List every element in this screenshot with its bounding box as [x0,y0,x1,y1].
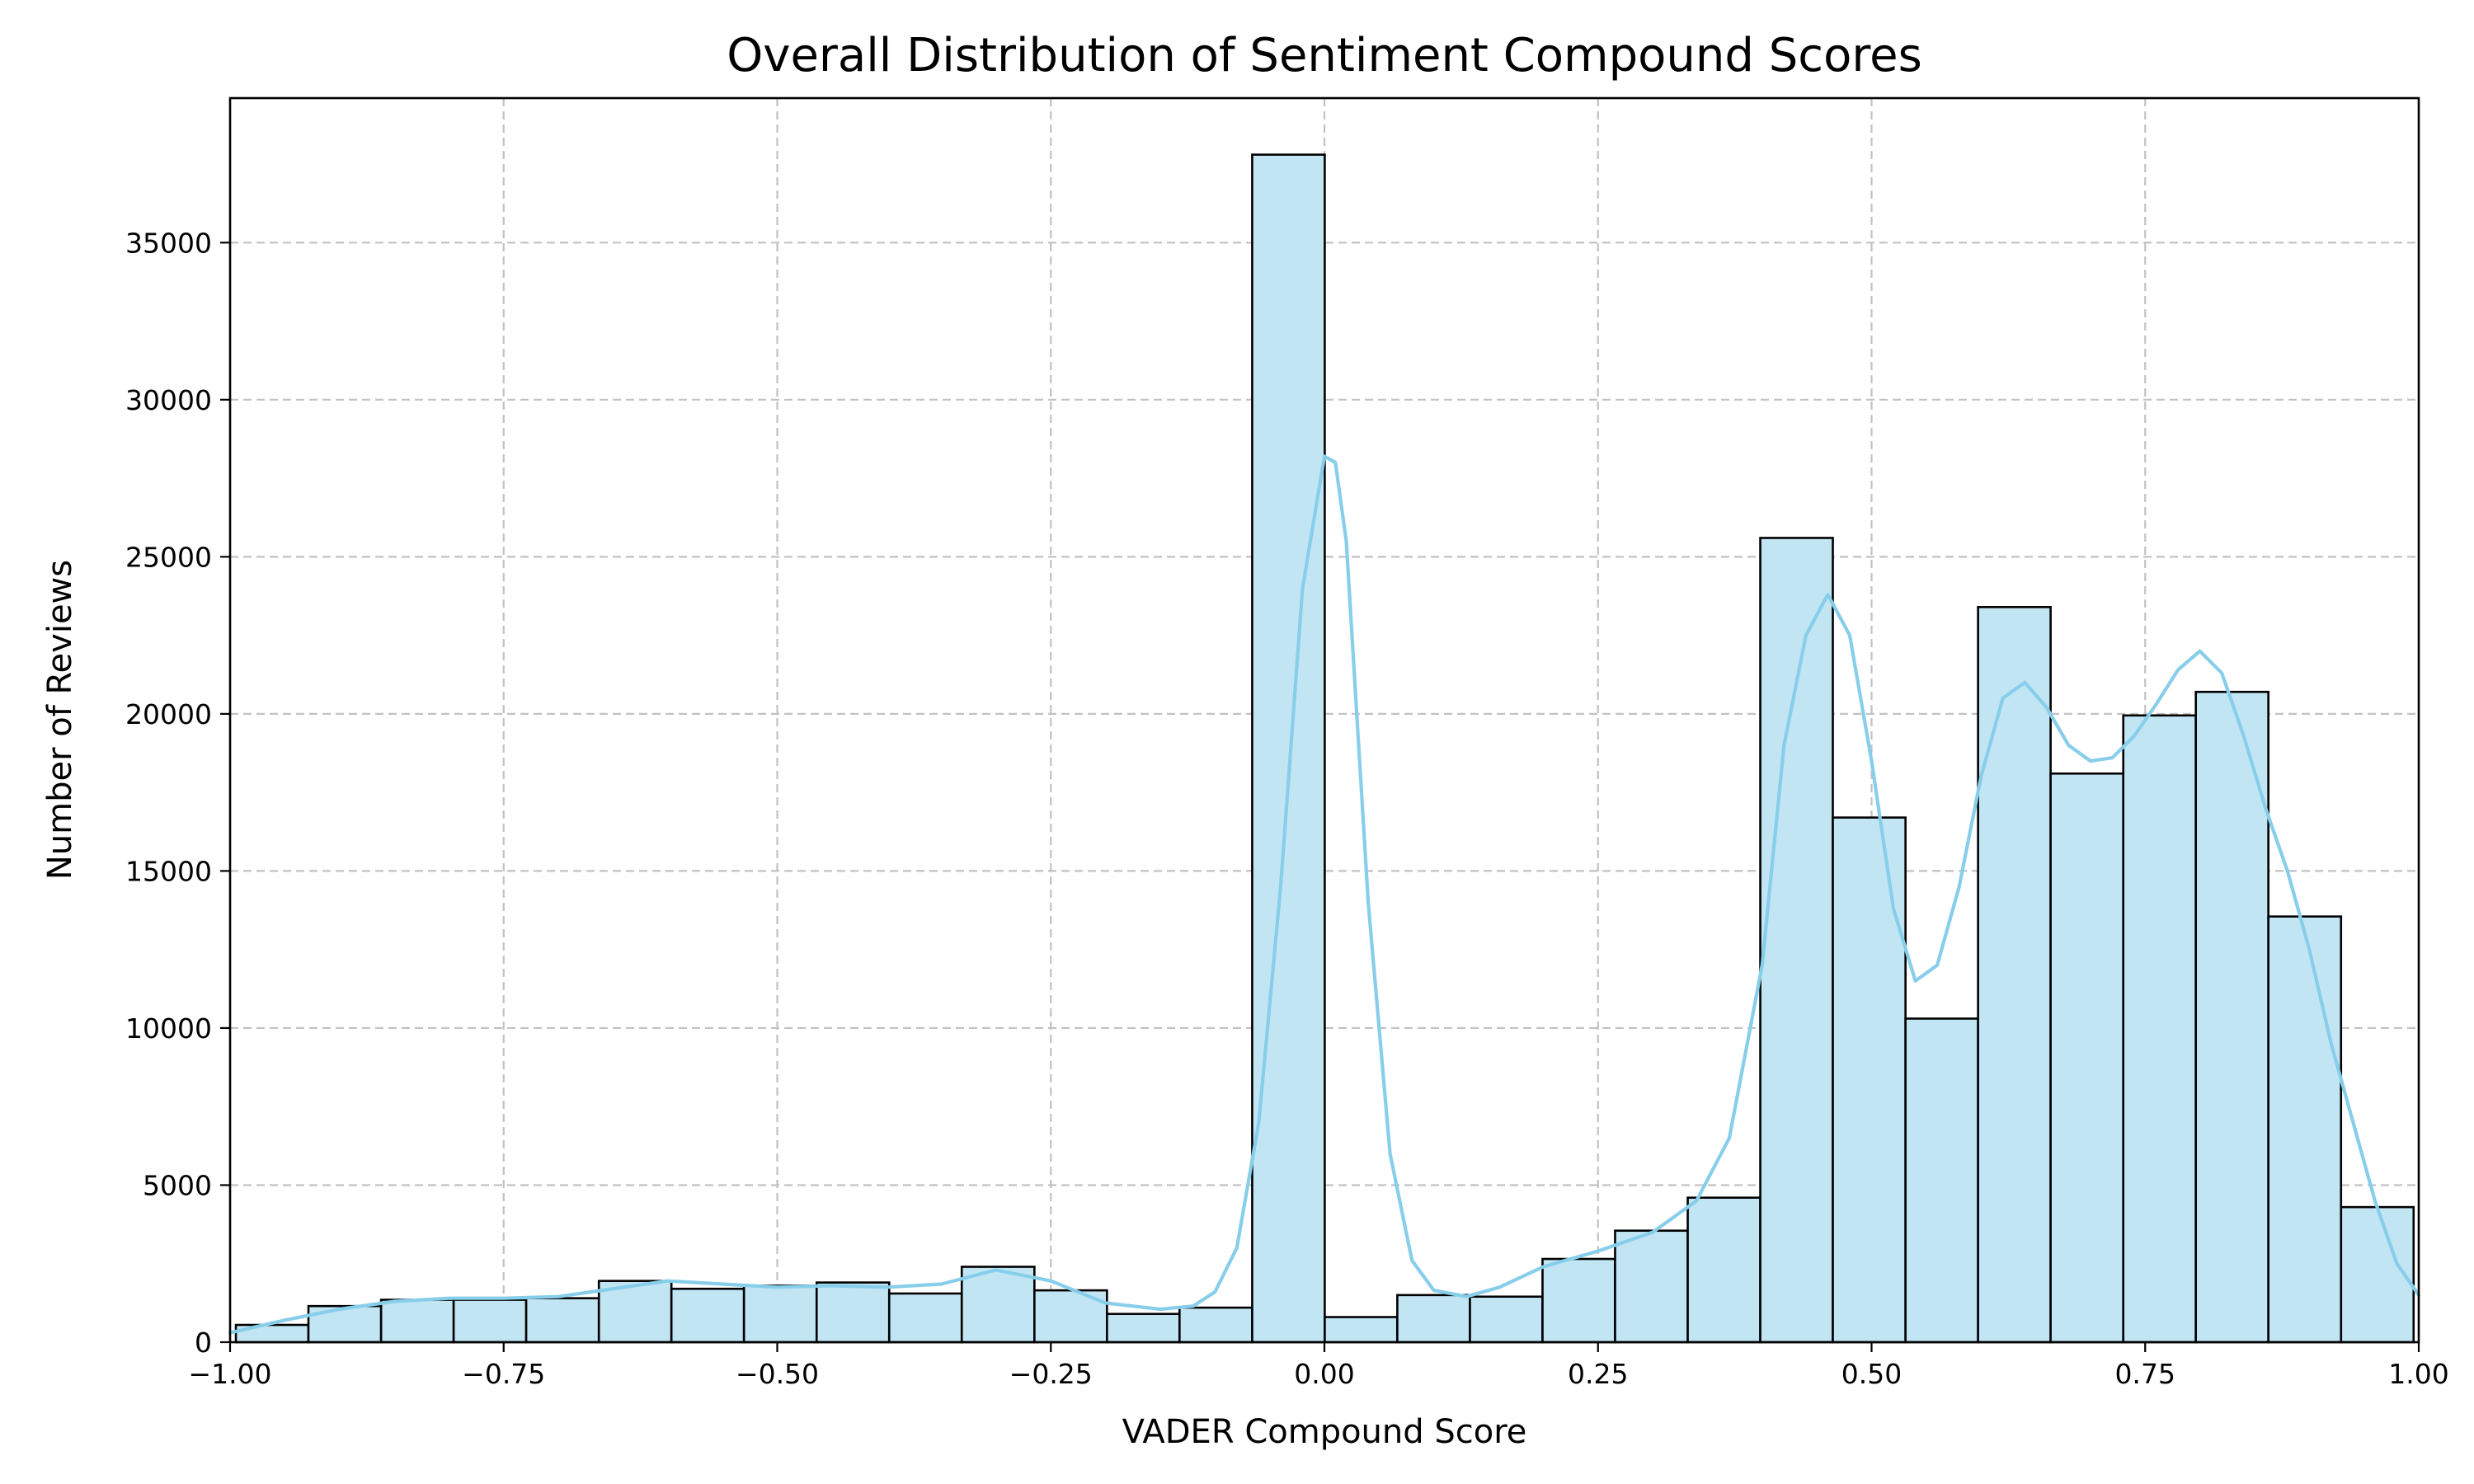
y-tick-label: 0 [195,1327,212,1359]
histogram-bar [960,1266,1036,1344]
histogram-bar [815,1281,891,1344]
histogram-bar [742,1284,818,1344]
y-axis-label: Number of Reviews [41,560,79,880]
histogram-bar [307,1304,383,1344]
x-tick-label: 0.00 [1294,1358,1354,1390]
y-tick-label: 35000 [125,227,212,259]
histogram-bar [1324,1316,1399,1344]
kde-curve [228,454,2421,1335]
x-tick-label: −0.75 [462,1358,545,1390]
x-tick-label: −1.00 [188,1358,271,1390]
x-tick-label: −0.25 [1009,1358,1093,1390]
histogram-bar [1251,153,1326,1344]
histogram-bar [524,1297,600,1344]
histogram-bar [2049,772,2125,1344]
histogram-bar [2122,714,2197,1344]
y-tick-label: 30000 [125,384,212,416]
x-tick-label: 0.25 [1568,1358,1628,1390]
y-axis-ticks: 0 5000 10000 15000 20000 25000 30000 35000 [125,227,230,1359]
histogram-bar [1904,1017,1979,1344]
histogram-bar [1178,1306,1253,1344]
histogram-bar [2267,915,2343,1344]
x-tick-label: 1.00 [2388,1358,2448,1390]
x-axis-ticks: −1.00 −0.75 −0.50 −0.25 0.00 0.25 0.50 0.75 1.00 [188,1342,2449,1390]
histogram-bars [234,153,2415,1344]
y-tick-label: 5000 [143,1169,212,1201]
histogram-bar [1759,537,1834,1344]
histogram-bar [670,1287,745,1344]
histogram-bar [887,1292,963,1344]
histogram-bar [1106,1313,1181,1344]
histogram-bar [379,1298,455,1344]
histogram-bar [2194,690,2269,1344]
histogram-bar [452,1298,528,1344]
histogram-bar [1396,1294,1471,1344]
y-tick-label: 10000 [125,1012,212,1045]
histogram-bar [1614,1229,1689,1344]
y-tick-label: 15000 [125,855,212,887]
histogram-bar [1977,606,2052,1344]
x-tick-label: 0.75 [2115,1358,2175,1390]
x-tick-label: 0.50 [1841,1358,1902,1390]
chart-title: Overall Distribution of Sentiment Compou… [727,29,1922,82]
kde-curve-group [228,454,2421,1335]
histogram-bar [1541,1257,1616,1344]
histogram-bar [1469,1295,1544,1344]
x-tick-label: −0.50 [736,1358,819,1390]
x-axis-label: VADER Compound Score [1122,1413,1527,1451]
y-tick-label: 25000 [125,541,212,573]
histogram-bar [1832,816,1907,1344]
y-tick-label: 20000 [125,698,212,730]
histogram-bar [1686,1196,1761,1344]
